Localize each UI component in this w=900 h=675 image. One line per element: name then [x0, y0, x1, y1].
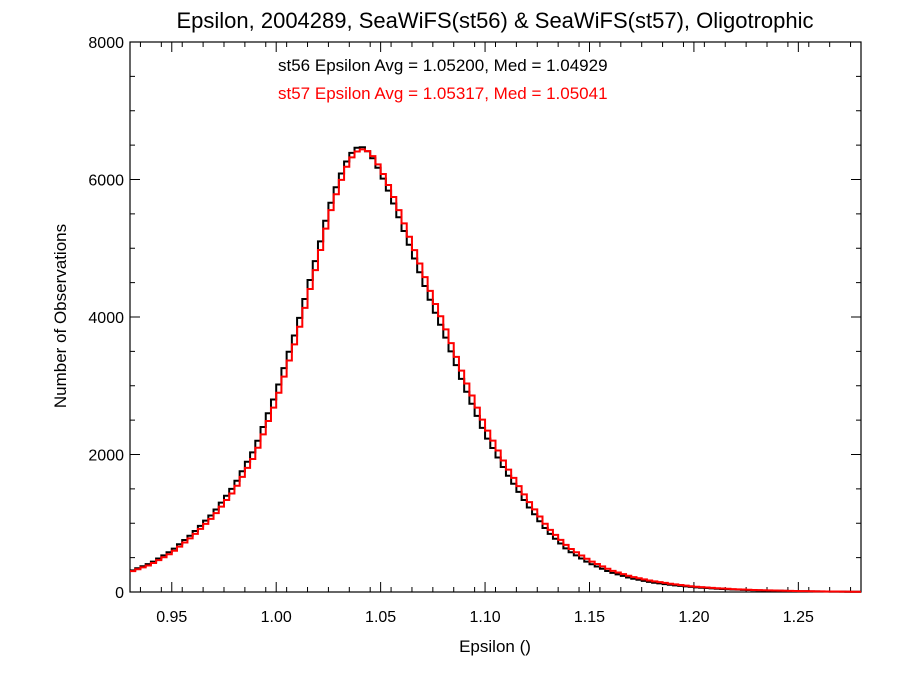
x-axis-ticks: 0.95 1.00 1.05 1.10 1.15 1.20 1.25: [139, 42, 852, 626]
x-tick-label: 1.10: [469, 609, 500, 626]
x-tick-label: 1.20: [678, 609, 709, 626]
y-tick-label: 0: [115, 585, 124, 602]
y-axis-ticks: 0 2000 4000 6000 8000: [88, 35, 861, 602]
series-layer: [130, 146, 861, 593]
x-tick-label: 1.15: [574, 609, 605, 626]
x-tick-label: 1.00: [261, 609, 292, 626]
y-tick-label: 2000: [88, 448, 124, 465]
x-tick-label: 1.25: [783, 609, 814, 626]
y-axis-label: Number of Observations: [51, 224, 70, 408]
y-tick-label: 6000: [88, 173, 124, 190]
series-st57-step-line: [130, 148, 861, 593]
chart-title: Epsilon, 2004289, SeaWiFS(st56) & SeaWiF…: [176, 8, 813, 33]
y-tick-label: 8000: [88, 35, 124, 52]
x-tick-label: 0.95: [156, 609, 187, 626]
legend-entry-st57: st57 Epsilon Avg = 1.05317, Med = 1.0504…: [278, 84, 608, 103]
y-tick-label: 4000: [88, 310, 124, 327]
legend-entry-st56: st56 Epsilon Avg = 1.05200, Med = 1.0492…: [278, 56, 608, 75]
x-axis-label: Epsilon (): [459, 637, 531, 656]
x-tick-label: 1.05: [365, 609, 396, 626]
